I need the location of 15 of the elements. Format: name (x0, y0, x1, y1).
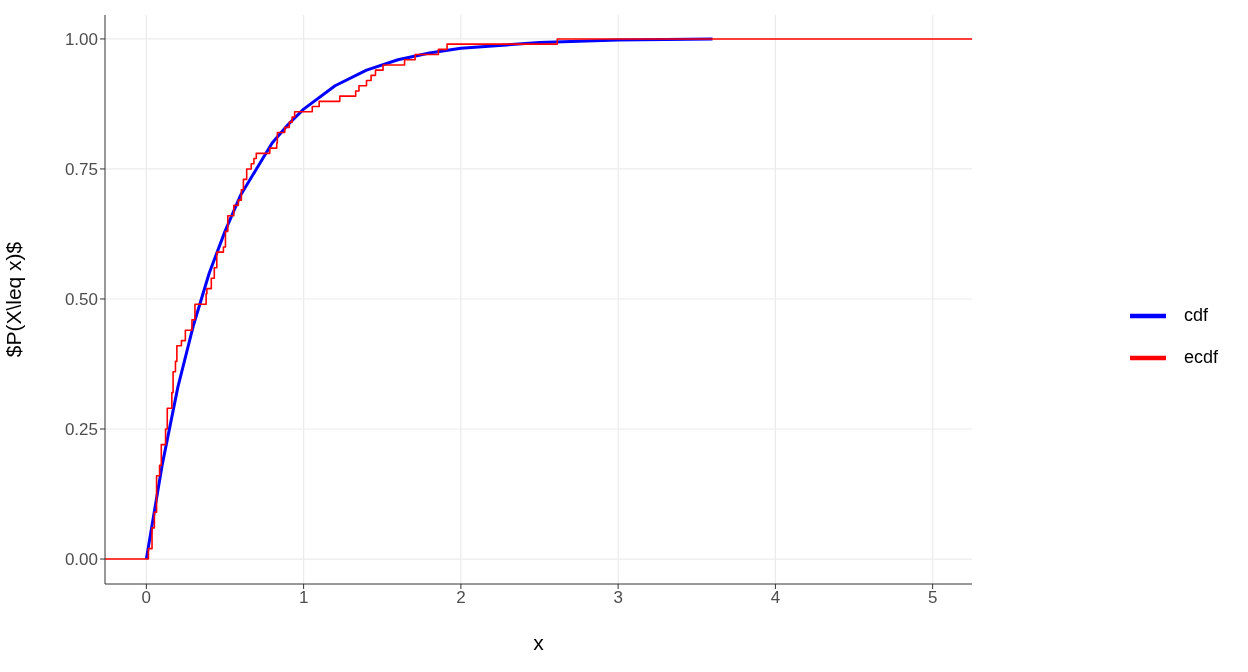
x-tick-label: 5 (927, 588, 938, 608)
y-tick-label: 0.25 (64, 420, 98, 440)
x-tick-label: 2 (456, 588, 466, 608)
y-tick-label: 0.50 (64, 290, 98, 310)
y-tick-label: 1.00 (64, 29, 98, 49)
x-axis-title: x (533, 631, 545, 654)
legend-label: ecdf (1183, 347, 1218, 367)
x-tick-label: 3 (613, 588, 623, 608)
y-axis-title: $P(X\leq x)$ (2, 241, 26, 358)
x-tick-label: 4 (770, 588, 781, 608)
x-tick-label: 1 (298, 588, 309, 608)
x-tick-label: 0 (141, 588, 152, 608)
legend-label: cdf (1183, 305, 1208, 325)
y-tick-label: 0.75 (64, 159, 98, 179)
y-tick-label: 0.00 (64, 550, 98, 570)
